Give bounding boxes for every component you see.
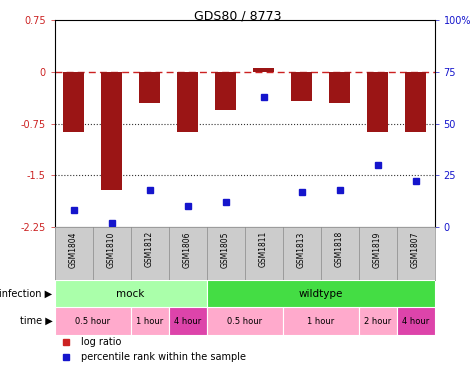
Text: infection ▶: infection ▶ xyxy=(0,289,52,299)
Text: 2 hour: 2 hour xyxy=(364,317,391,326)
Bar xyxy=(177,72,198,132)
Text: GSM1807: GSM1807 xyxy=(411,231,420,268)
Text: percentile rank within the sample: percentile rank within the sample xyxy=(81,352,246,362)
Bar xyxy=(139,72,160,103)
Bar xyxy=(101,72,122,190)
Text: 0.5 hour: 0.5 hour xyxy=(227,317,262,326)
Bar xyxy=(253,68,274,72)
Bar xyxy=(207,307,283,335)
Text: wildtype: wildtype xyxy=(298,289,343,299)
Bar xyxy=(55,307,131,335)
Bar xyxy=(55,280,207,307)
Text: mock: mock xyxy=(116,289,145,299)
Text: 1 hour: 1 hour xyxy=(307,317,334,326)
Text: GSM1811: GSM1811 xyxy=(259,231,268,268)
Bar xyxy=(397,307,435,335)
Text: log ratio: log ratio xyxy=(81,337,122,347)
Text: GSM1804: GSM1804 xyxy=(69,231,78,268)
Text: 1 hour: 1 hour xyxy=(136,317,163,326)
Bar xyxy=(367,72,388,132)
Text: GSM1812: GSM1812 xyxy=(145,231,154,268)
Text: 4 hour: 4 hour xyxy=(402,317,429,326)
Bar xyxy=(283,307,359,335)
Text: GSM1805: GSM1805 xyxy=(221,231,230,268)
Text: time ▶: time ▶ xyxy=(19,316,52,326)
Text: GSM1810: GSM1810 xyxy=(107,231,116,268)
Bar xyxy=(207,280,435,307)
Text: 4 hour: 4 hour xyxy=(174,317,201,326)
Text: 0.5 hour: 0.5 hour xyxy=(75,317,110,326)
Bar xyxy=(405,72,426,132)
Text: GSM1818: GSM1818 xyxy=(335,231,344,268)
Text: GDS80 / 8773: GDS80 / 8773 xyxy=(194,9,281,22)
Text: GSM1813: GSM1813 xyxy=(297,231,306,268)
Bar xyxy=(329,72,350,103)
Text: GSM1806: GSM1806 xyxy=(183,231,192,268)
Bar xyxy=(63,72,84,132)
Bar xyxy=(131,307,169,335)
Text: GSM1819: GSM1819 xyxy=(373,231,382,268)
Bar xyxy=(359,307,397,335)
Bar xyxy=(291,72,312,101)
Bar xyxy=(215,72,236,110)
Bar xyxy=(169,307,207,335)
